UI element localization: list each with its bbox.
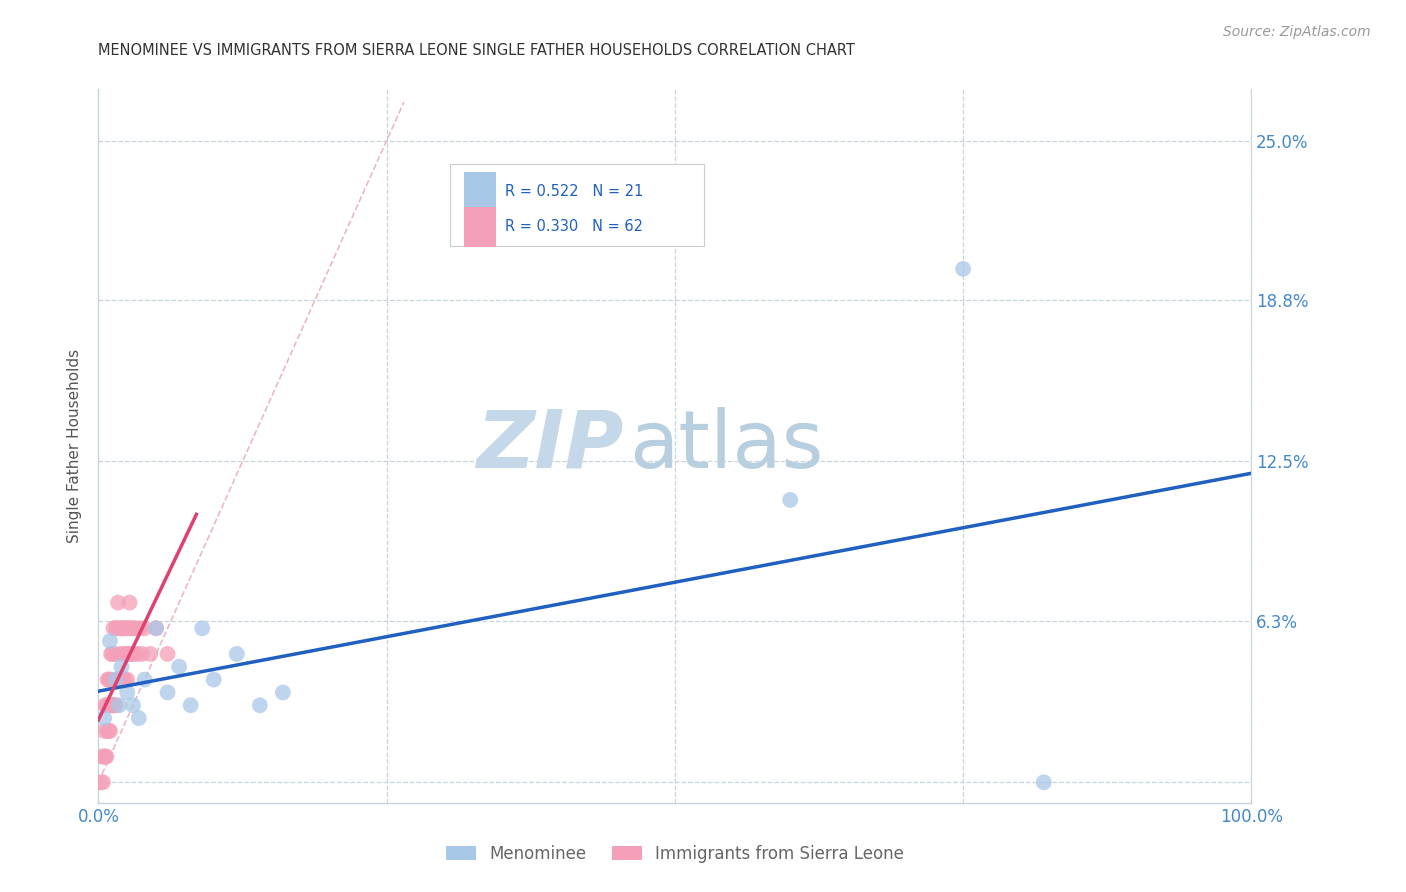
Point <box>115 621 138 635</box>
Point <box>129 621 152 635</box>
FancyBboxPatch shape <box>464 171 496 211</box>
Point <box>779 492 801 507</box>
Point <box>117 621 139 635</box>
Point <box>111 621 134 635</box>
Point <box>105 673 128 687</box>
Point <box>107 673 129 687</box>
Text: MENOMINEE VS IMMIGRANTS FROM SIERRA LEONE SINGLE FATHER HOUSEHOLDS CORRELATION C: MENOMINEE VS IMMIGRANTS FROM SIERRA LEON… <box>98 43 855 58</box>
Point <box>108 698 131 713</box>
Point <box>225 647 247 661</box>
Point <box>112 673 135 687</box>
Point <box>114 621 136 635</box>
Point <box>94 698 117 713</box>
Point <box>97 673 120 687</box>
Point <box>101 698 124 713</box>
Point <box>134 621 156 635</box>
Point <box>167 659 190 673</box>
Point <box>97 723 120 738</box>
Point <box>103 698 125 713</box>
Point <box>122 647 145 661</box>
Point <box>104 698 127 713</box>
Point <box>93 711 115 725</box>
Point <box>103 698 125 713</box>
Point <box>98 673 121 687</box>
Text: ZIP: ZIP <box>475 407 623 485</box>
Point <box>124 621 146 635</box>
Text: R = 0.330   N = 62: R = 0.330 N = 62 <box>505 219 644 235</box>
Point <box>180 698 202 713</box>
Point <box>90 775 112 789</box>
Point <box>110 659 132 673</box>
Point <box>104 673 127 687</box>
Point <box>98 723 121 738</box>
Point <box>108 621 131 635</box>
Point <box>131 647 153 661</box>
Point <box>110 621 132 635</box>
Point <box>271 685 294 699</box>
Point <box>139 647 162 661</box>
Point <box>100 698 122 713</box>
Point <box>134 673 156 687</box>
Point <box>118 647 141 661</box>
Point <box>100 647 122 661</box>
Point <box>156 647 179 661</box>
Point <box>98 634 121 648</box>
Point <box>114 673 136 687</box>
Point <box>108 673 131 687</box>
Point <box>127 647 149 661</box>
Text: R = 0.522   N = 21: R = 0.522 N = 21 <box>505 184 644 199</box>
Point <box>112 647 135 661</box>
Point <box>97 673 120 687</box>
Point <box>96 749 118 764</box>
Point <box>117 647 139 661</box>
Point <box>91 775 114 789</box>
Point <box>103 647 125 661</box>
Point <box>145 621 167 635</box>
Point <box>120 621 142 635</box>
Point <box>145 621 167 635</box>
Point <box>122 698 145 713</box>
Point <box>97 723 120 738</box>
Point <box>90 749 112 764</box>
Point <box>122 621 145 635</box>
Point <box>101 647 124 661</box>
Legend: Menominee, Immigrants from Sierra Leone: Menominee, Immigrants from Sierra Leone <box>440 838 910 870</box>
Point <box>110 647 132 661</box>
Point <box>115 647 138 661</box>
Point <box>121 647 143 661</box>
Point <box>952 261 974 276</box>
Point <box>93 723 115 738</box>
Point <box>93 749 115 764</box>
Point <box>202 673 225 687</box>
Point <box>1032 775 1054 789</box>
Point <box>156 685 179 699</box>
Point <box>94 749 117 764</box>
Point <box>120 647 142 661</box>
Point <box>110 673 132 687</box>
Point <box>105 621 128 635</box>
Point <box>96 698 118 713</box>
FancyBboxPatch shape <box>464 207 496 246</box>
Point <box>117 685 139 699</box>
Point <box>103 621 125 635</box>
Point <box>249 698 271 713</box>
Point <box>107 596 129 610</box>
Text: Source: ZipAtlas.com: Source: ZipAtlas.com <box>1223 25 1371 39</box>
Point <box>117 621 139 635</box>
Point <box>110 673 132 687</box>
Point <box>111 673 134 687</box>
Point <box>191 621 214 635</box>
Point <box>118 596 141 610</box>
Point <box>117 673 139 687</box>
Point <box>104 621 127 635</box>
Point <box>128 711 150 725</box>
FancyBboxPatch shape <box>450 164 704 246</box>
Y-axis label: Single Father Households: Single Father Households <box>67 349 83 543</box>
Text: atlas: atlas <box>628 407 823 485</box>
